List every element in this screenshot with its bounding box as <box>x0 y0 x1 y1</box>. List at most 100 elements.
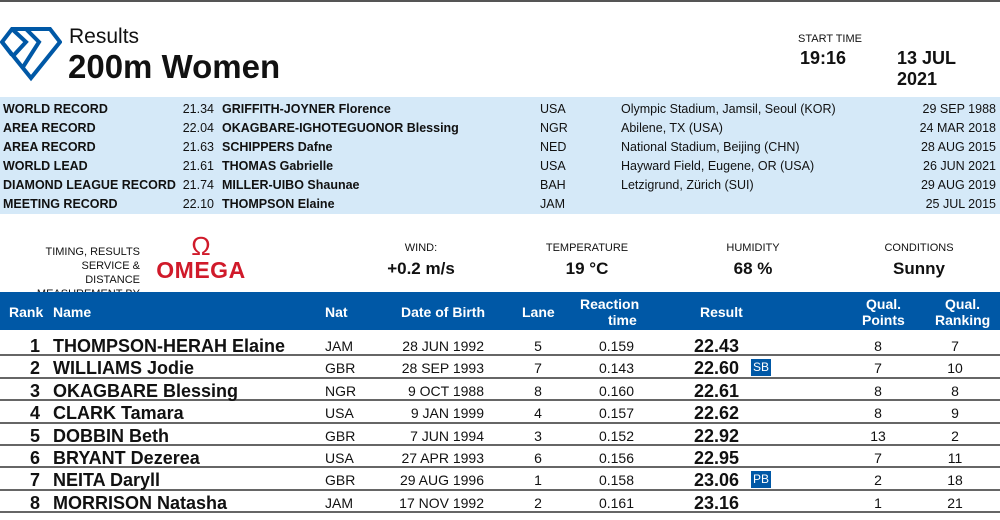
qual-ranking: 2 <box>951 427 959 444</box>
record-row: WORLD RECORD 21.34 GRIFFITH-JOYNER Florenc… <box>0 99 1000 118</box>
temperature-label: TEMPERATURE <box>545 242 629 254</box>
result-time: 22.62 <box>694 403 740 424</box>
record-nat: USA <box>540 102 566 116</box>
athlete-name: CLARK Tamara <box>53 403 184 424</box>
omega-symbol-icon: Ω <box>191 231 211 261</box>
lane: 2 <box>534 494 542 511</box>
header-qual-points-1: Qual. <box>866 296 902 312</box>
record-athlete: THOMPSON Elaine <box>222 197 335 211</box>
rank: 7 <box>29 470 40 491</box>
record-type: DIAMOND LEAGUE RECORD <box>3 178 176 192</box>
omega-wordmark: OMEGA <box>156 257 246 283</box>
qual-points: 13 <box>870 427 886 444</box>
rank: 2 <box>29 358 40 379</box>
header-reaction: Reaction <box>580 296 640 312</box>
qual-ranking: 11 <box>947 450 963 466</box>
temperature: TEMPERATURE 19 °C <box>517 242 657 279</box>
record-date: 29 SEP 1988 <box>922 102 996 116</box>
header-rank: Rank <box>9 304 44 320</box>
nationality: USA <box>325 450 354 466</box>
diamond-league-logo-icon <box>0 27 62 82</box>
result-time: 23.06 <box>694 470 740 491</box>
qual-ranking: 9 <box>951 405 959 422</box>
start-time-label: START TIME <box>798 33 862 45</box>
rank: 5 <box>29 425 40 446</box>
nationality: GBR <box>325 360 356 377</box>
record-row: DIAMOND LEAGUE RECORD 21.74 MILLER-UIBO Sh… <box>0 175 1000 194</box>
header-qual-points-2: Points <box>862 312 905 328</box>
qual-points: 1 <box>874 494 882 511</box>
athlete-name: NEITA Daryll <box>53 470 161 491</box>
record-date: 24 MAR 2018 <box>919 121 996 135</box>
result-row: 2 WILLIAMS Jodie GBR 28 SEP 1993 7 0.143 22.60… <box>0 356 1000 379</box>
humidity-label: HUMIDITY <box>726 242 780 254</box>
record-nat: NGR <box>540 121 568 135</box>
records-panel: WORLD RECORD 21.34 GRIFFITH-JOYNER Florenc… <box>0 97 1000 214</box>
record-mark: 22.04 <box>182 121 214 135</box>
qual-ranking: 8 <box>951 382 959 399</box>
result-row: 1 THOMPSON-HERAH Elaine JAM 28 JUN 1992 5 0.1… <box>0 334 1000 357</box>
date-of-birth: 9 OCT 1988 <box>407 382 484 399</box>
header-dob: Date of Birth <box>401 304 485 320</box>
record-type: AREA RECORD <box>3 121 96 135</box>
record-date: 25 JUL 2015 <box>925 197 996 211</box>
record-type: AREA RECORD <box>3 140 96 154</box>
nationality: USA <box>325 405 354 422</box>
record-mark: 21.63 <box>182 140 214 154</box>
record-athlete: THOMAS Gabrielle <box>222 159 334 173</box>
date-of-birth: 28 JUN 1992 <box>402 338 484 354</box>
rank: 6 <box>29 448 40 468</box>
record-nat: BAH <box>540 178 566 192</box>
record-date: 29 AUG 2019 <box>920 178 996 192</box>
header-reaction-time: time <box>608 312 637 328</box>
record-badge: PB <box>751 471 772 489</box>
omega-logo: Ω OMEGA <box>152 231 250 283</box>
record-athlete: SCHIPPERS Dafne <box>222 140 333 154</box>
event-date: 13 JUL 2021 <box>897 48 956 89</box>
qual-ranking: 10 <box>947 360 963 377</box>
nationality: JAM <box>325 338 353 354</box>
humidity: HUMIDITY 68 % <box>683 242 823 279</box>
date-of-birth: 29 AUG 1996 <box>399 472 484 489</box>
nationality: NGR <box>325 382 357 399</box>
record-row: AREA RECORD 22.04 OKAGBARE-IGHOTEGUONOR Bl… <box>0 118 1000 137</box>
reaction-time: 0.161 <box>598 494 634 511</box>
athlete-name: THOMPSON-HERAH Elaine <box>53 336 286 356</box>
reaction-time: 0.158 <box>598 472 634 489</box>
record-row: AREA RECORD 21.63 SCHIPPERS Dafne NED Nation… <box>0 137 1000 156</box>
qual-points: 8 <box>874 382 882 399</box>
rank: 8 <box>29 492 40 513</box>
result-row: 4 CLARK Tamara USA 9 JAN 1999 4 0.157 22.62 8 9 <box>0 401 1000 424</box>
header-lane: Lane <box>522 304 555 320</box>
record-date: 28 AUG 2015 <box>920 140 996 154</box>
wind: WIND: +0.2 m/s <box>351 242 491 279</box>
record-venue: Abilene, TX (USA) <box>621 121 723 135</box>
header-qual-ranking-1: Qual. <box>945 296 981 312</box>
date-of-birth: 27 APR 1993 <box>401 450 484 466</box>
record-venue: Hayward Field, Eugene, OR (USA) <box>621 159 815 173</box>
record-athlete: MILLER-UIBO Shaunae <box>222 178 360 192</box>
lane: 4 <box>534 405 542 422</box>
athlete-name: OKAGBARE Blessing <box>53 380 239 401</box>
record-row: WORLD LEAD 21.61 THOMAS Gabrielle USA Haywar… <box>0 156 1000 175</box>
reaction-time: 0.143 <box>598 360 634 377</box>
record-athlete: OKAGBARE-IGHOTEGUONOR Blessing <box>222 121 459 135</box>
qual-points: 8 <box>874 405 882 422</box>
humidity-value: 68 % <box>733 259 773 278</box>
qual-points: 2 <box>874 472 882 489</box>
reaction-time: 0.157 <box>598 405 634 422</box>
record-nat: JAM <box>540 197 565 211</box>
date-of-birth: 17 NOV 1992 <box>399 494 484 511</box>
record-mark: 21.74 <box>182 178 214 192</box>
temperature-value: 19 °C <box>565 259 609 278</box>
page-subtitle: Results <box>69 25 140 48</box>
result-row: 3 OKAGBARE Blessing NGR 9 OCT 1988 8 0.160 22.… <box>0 379 1000 402</box>
result-time: 23.16 <box>694 492 740 513</box>
lane: 5 <box>534 338 542 354</box>
athlete-name: BRYANT Dezerea <box>53 448 200 468</box>
lane: 6 <box>534 450 542 466</box>
result-time: 22.92 <box>694 425 740 446</box>
top-border <box>0 0 1000 2</box>
record-date: 26 JUN 2021 <box>923 159 996 173</box>
record-badge: SB <box>751 359 772 377</box>
